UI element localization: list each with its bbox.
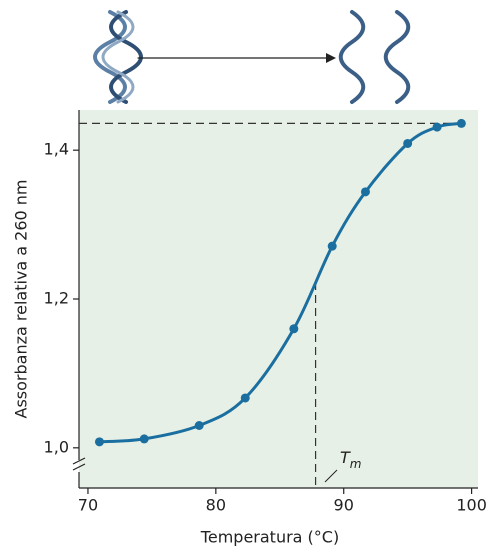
tm-label: Tm [340, 448, 361, 471]
data-point [139, 434, 149, 444]
y-tick-label: 1,2 [44, 289, 69, 308]
x-tick-label: 70 [78, 496, 98, 515]
data-point [240, 393, 250, 403]
data-point [360, 187, 370, 197]
y-tick-label: 1,0 [44, 437, 69, 456]
x-tick-label: 100 [456, 496, 487, 515]
x-tick-label: 80 [206, 496, 226, 515]
tm-subscript: m [350, 457, 362, 471]
curve [99, 121, 462, 444]
data-point [403, 138, 413, 148]
data-point [432, 122, 442, 132]
data-point [456, 118, 466, 128]
x-tick-label: 90 [334, 496, 354, 515]
data-point [327, 241, 337, 251]
axis-break [72, 457, 86, 471]
data-point [289, 324, 299, 334]
x-axis-label: Temperatura (°C) [200, 528, 339, 547]
plot-background [79, 110, 478, 488]
data-point [194, 420, 204, 430]
y-tick-label: 1,4 [44, 140, 69, 159]
data-point [94, 437, 104, 447]
dna-icons [93, 10, 411, 104]
tm-main: T [340, 448, 351, 467]
tm-leader [324, 469, 338, 483]
y-axis-label: Assorbanza relativa a 260 nm [12, 179, 31, 418]
